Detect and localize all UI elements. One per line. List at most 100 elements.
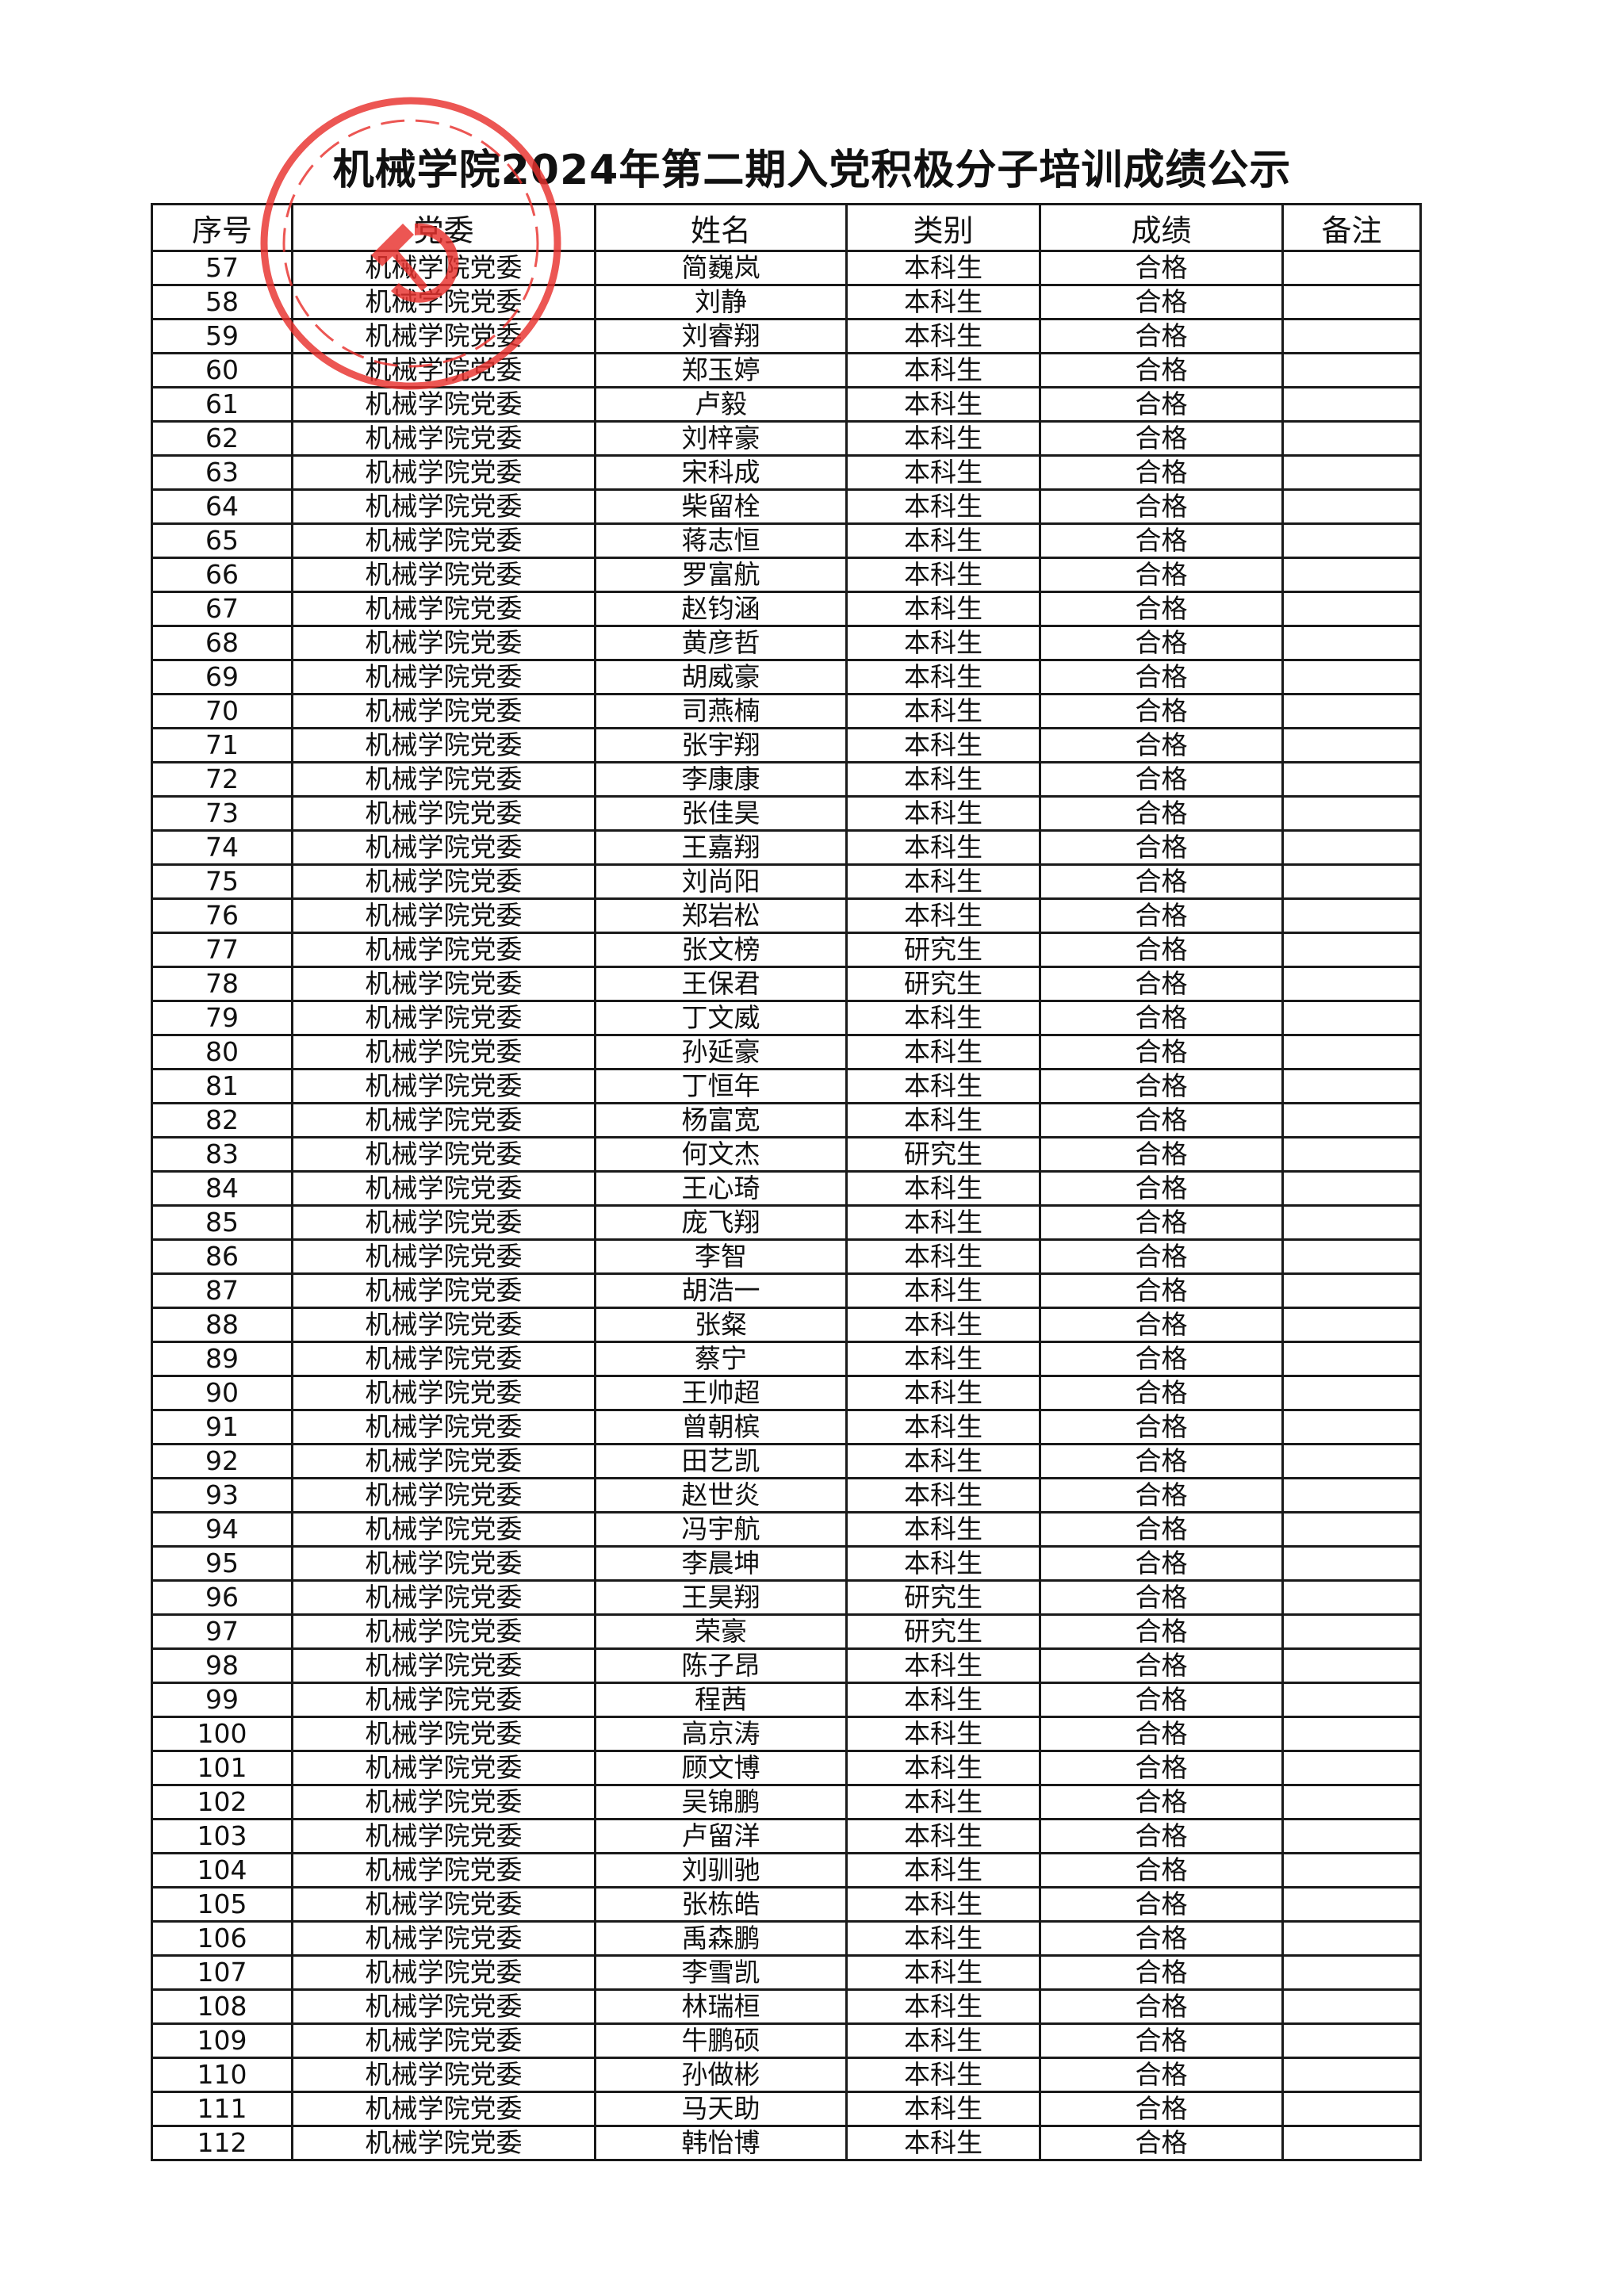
row-grade: 合格 [1039,2057,1284,2093]
row-index: 80 [151,1034,293,1070]
row-index: 110 [151,2057,293,2093]
row-index: 106 [151,1920,293,1957]
row-category: 本科生 [845,352,1041,388]
row-name: 庞飞翔 [594,1204,848,1241]
table-row: 105 机械学院党委 张栋皓 本科生 合格 [151,1886,1422,1923]
table-row: 70 机械学院党委 司燕楠 本科生 合格 [151,693,1422,729]
row-category: 本科生 [845,863,1041,900]
row-grade: 合格 [1039,1477,1284,1513]
row-index: 112 [151,2125,293,2161]
table-row: 89 机械学院党委 蔡宁 本科生 合格 [151,1341,1422,1377]
row-category: 本科生 [845,591,1041,627]
row-name: 牛鹏硕 [594,2022,848,2059]
row-committee: 机械学院党委 [291,1477,596,1513]
row-name: 赵世炎 [594,1477,848,1513]
row-grade: 合格 [1039,1511,1284,1548]
row-grade: 合格 [1039,1886,1284,1923]
row-committee: 机械学院党委 [291,966,596,1002]
row-remarks [1281,1716,1422,1752]
row-grade: 合格 [1039,1000,1284,1036]
row-category: 本科生 [845,1409,1041,1445]
row-category: 本科生 [845,488,1041,525]
row-remarks [1281,1341,1422,1377]
row-category: 本科生 [845,1511,1041,1548]
row-grade: 合格 [1039,1307,1284,1343]
row-remarks [1281,1477,1422,1513]
row-category: 本科生 [845,1238,1041,1275]
row-name: 孙延豪 [594,1034,848,1070]
row-name: 陈子昂 [594,1647,848,1684]
row-name: 司燕楠 [594,693,848,729]
row-name: 蒋志恒 [594,522,848,559]
row-name: 丁恒年 [594,1068,848,1104]
table-row: 96 机械学院党委 王昊翔 研究生 合格 [151,1579,1422,1616]
row-name: 胡浩一 [594,1272,848,1309]
row-remarks [1281,1954,1422,1991]
row-remarks [1281,1238,1422,1275]
row-index: 70 [151,693,293,729]
row-remarks [1281,488,1422,525]
row-remarks [1281,1886,1422,1923]
row-remarks [1281,386,1422,423]
table-row: 97 机械学院党委 荣豪 研究生 合格 [151,1613,1422,1650]
row-name: 赵钧涵 [594,591,848,627]
row-remarks [1281,1068,1422,1104]
row-category: 本科生 [845,1886,1041,1923]
row-remarks [1281,1000,1422,1036]
row-grade: 合格 [1039,488,1284,525]
row-name: 李晨坤 [594,1545,848,1582]
row-index: 62 [151,420,293,457]
row-committee: 机械学院党委 [291,1102,596,1138]
row-index: 91 [151,1409,293,1445]
row-committee: 机械学院党委 [291,1579,596,1616]
table-row: 91 机械学院党委 曾朝槟 本科生 合格 [151,1409,1422,1445]
row-remarks [1281,1170,1422,1207]
row-grade: 合格 [1039,1579,1284,1616]
row-name: 刘尚阳 [594,863,848,900]
row-committee: 机械学院党委 [291,1272,596,1309]
row-grade: 合格 [1039,284,1284,320]
row-grade: 合格 [1039,1784,1284,1820]
row-name: 曾朝槟 [594,1409,848,1445]
row-index: 79 [151,1000,293,1036]
row-grade: 合格 [1039,1647,1284,1684]
row-name: 刘梓豪 [594,420,848,457]
row-index: 102 [151,1784,293,1820]
table-row: 108 机械学院党委 林瑞桓 本科生 合格 [151,1988,1422,2025]
row-index: 107 [151,1954,293,1991]
row-committee: 机械学院党委 [291,1750,596,1786]
row-remarks [1281,1307,1422,1343]
row-index: 100 [151,1716,293,1752]
row-committee: 机械学院党委 [291,727,596,763]
row-index: 98 [151,1647,293,1684]
row-index: 83 [151,1136,293,1173]
row-committee: 机械学院党委 [291,318,596,354]
row-grade: 合格 [1039,829,1284,866]
row-grade: 合格 [1039,659,1284,695]
table-row: 95 机械学院党委 李晨坤 本科生 合格 [151,1545,1422,1582]
row-remarks [1281,1784,1422,1820]
row-category: 本科生 [845,1988,1041,2025]
row-remarks [1281,1579,1422,1616]
row-grade: 合格 [1039,522,1284,559]
row-index: 72 [151,761,293,798]
row-grade: 合格 [1039,1443,1284,1479]
row-category: 本科生 [845,1682,1041,1718]
row-committee: 机械学院党委 [291,1375,596,1411]
row-index: 111 [151,2091,293,2127]
row-remarks [1281,795,1422,832]
row-committee: 机械学院党委 [291,488,596,525]
row-grade: 合格 [1039,1068,1284,1104]
row-category: 本科生 [845,795,1041,832]
row-remarks [1281,1034,1422,1070]
row-grade: 合格 [1039,454,1284,491]
row-name: 罗富航 [594,557,848,593]
row-committee: 机械学院党委 [291,932,596,968]
row-grade: 合格 [1039,727,1284,763]
row-name: 李康康 [594,761,848,798]
row-grade: 合格 [1039,1716,1284,1752]
row-remarks [1281,1409,1422,1445]
row-committee: 机械学院党委 [291,284,596,320]
header-remarks: 备注 [1281,203,1422,252]
row-index: 77 [151,932,293,968]
